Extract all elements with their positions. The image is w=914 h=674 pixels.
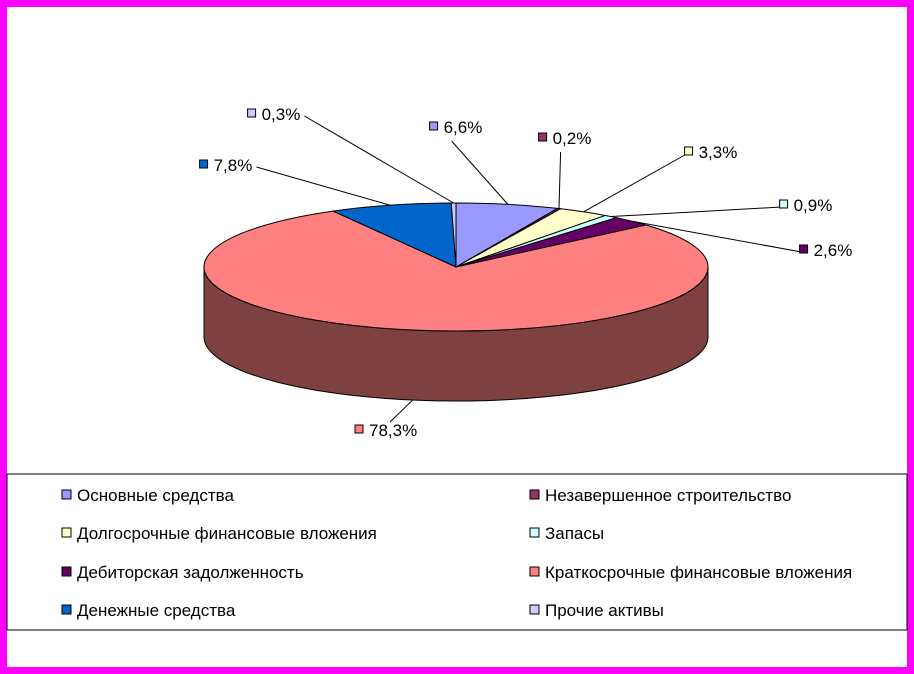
data-label-3: 0,9% <box>794 196 833 215</box>
leader-line-7 <box>304 115 454 204</box>
data-label-key-3 <box>779 199 789 209</box>
data-labels: 6,6% 0,2% 3,3% 0,9% 2,6% 78,3% 7,8% 0,3% <box>199 105 853 440</box>
pie-slices <box>203 202 709 332</box>
data-label-5: 78,3% <box>369 421 417 440</box>
legend-entry-5: Краткосрочные финансовые вложения <box>545 563 852 582</box>
legend-swatch-6 <box>61 604 72 615</box>
leader-line-5 <box>389 399 414 423</box>
legend-entry-4: Дебиторская задолженность <box>77 563 304 582</box>
data-label-4: 2,6% <box>814 241 853 260</box>
leader-lines <box>256 115 802 423</box>
leader-line-1 <box>558 151 562 209</box>
legend-swatch-5 <box>529 566 540 577</box>
legend-swatch-3 <box>529 527 540 538</box>
data-label-6: 7,8% <box>214 156 253 175</box>
data-label-7: 0,3% <box>262 105 301 124</box>
data-label-key-4 <box>799 244 809 254</box>
legend-swatch-7 <box>529 604 540 615</box>
data-label-1: 0,2% <box>553 129 592 148</box>
data-label-key-5 <box>354 424 364 434</box>
leader-line-3 <box>611 206 782 218</box>
legend-swatch-1 <box>529 489 540 500</box>
data-label-key-2 <box>684 146 694 156</box>
legend-entry-6: Денежные средства <box>77 601 236 620</box>
data-label-key-6 <box>199 159 209 169</box>
legend-box <box>6 473 908 631</box>
legend-swatch-4 <box>61 566 72 577</box>
legend: Основные средства Незавершенное строитель… <box>6 473 908 631</box>
legend-entry-7: Прочие активы <box>545 601 664 620</box>
legend-entry-3: Запасы <box>545 524 604 543</box>
leader-line-4 <box>631 220 802 253</box>
legend-entry-2: Долгосрочные финансовые вложения <box>77 524 377 543</box>
legend-entry-1: Незавершенное строительство <box>545 486 791 505</box>
data-label-0: 6,6% <box>444 118 483 137</box>
data-label-2: 3,3% <box>699 143 738 162</box>
legend-swatch-2 <box>61 527 72 538</box>
legend-entry-0: Основные средства <box>77 486 234 505</box>
data-label-key-7 <box>247 108 257 118</box>
data-label-key-0 <box>429 121 439 131</box>
leader-line-6 <box>256 166 391 206</box>
legend-swatch-0 <box>61 489 72 500</box>
leader-line-2 <box>583 153 687 213</box>
pie-slice-5 <box>203 210 709 332</box>
data-label-key-1 <box>538 132 548 142</box>
leader-line-0 <box>451 140 509 205</box>
